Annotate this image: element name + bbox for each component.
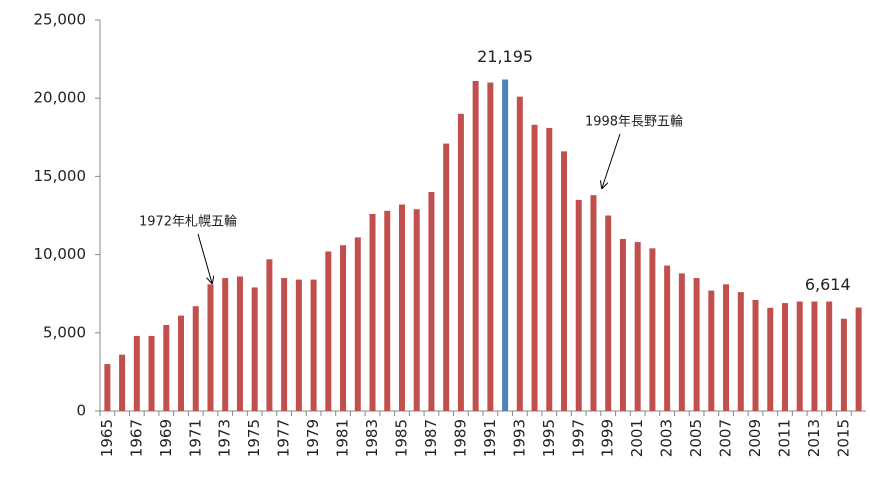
bar bbox=[575, 199, 582, 411]
bar bbox=[605, 215, 612, 411]
bar bbox=[413, 209, 420, 411]
bar bbox=[281, 278, 288, 411]
bar bbox=[222, 278, 229, 411]
bar bbox=[266, 259, 273, 411]
bar bbox=[398, 204, 405, 411]
x-tick-label: 2005 bbox=[687, 419, 705, 457]
x-tick-label: 1989 bbox=[451, 419, 469, 457]
bar bbox=[295, 279, 302, 411]
bar bbox=[163, 324, 170, 411]
x-tick-label: 1985 bbox=[392, 419, 410, 457]
bar bbox=[796, 301, 803, 411]
y-tick-label: 5,000 bbox=[43, 323, 86, 341]
bar bbox=[737, 292, 744, 411]
bar bbox=[443, 143, 450, 411]
bar bbox=[840, 318, 847, 411]
bar bbox=[192, 306, 199, 411]
annotation-arrow bbox=[602, 133, 621, 188]
bar bbox=[619, 238, 626, 411]
bar bbox=[487, 82, 494, 411]
x-tick-label: 1991 bbox=[481, 419, 499, 457]
bar bbox=[811, 301, 818, 411]
bar bbox=[428, 192, 435, 411]
bar bbox=[251, 287, 258, 411]
bar bbox=[207, 284, 214, 411]
x-tick-label: 1967 bbox=[127, 419, 145, 457]
bar bbox=[649, 248, 656, 411]
x-tick-label: 1993 bbox=[510, 419, 528, 457]
x-tick-label: 1995 bbox=[540, 419, 558, 457]
x-tick-label: 2003 bbox=[658, 419, 676, 457]
x-tick-label: 1999 bbox=[599, 419, 617, 457]
x-tick-label: 2013 bbox=[805, 419, 823, 457]
bar bbox=[472, 80, 479, 411]
x-tick-label: 2009 bbox=[746, 419, 764, 457]
x-tick-label: 1971 bbox=[186, 419, 204, 457]
bar bbox=[133, 335, 140, 411]
x-tick-label: 1965 bbox=[98, 419, 116, 457]
value-label: 6,614 bbox=[805, 275, 851, 294]
y-tick-label: 20,000 bbox=[34, 89, 87, 107]
bar bbox=[546, 127, 553, 411]
bar bbox=[236, 276, 243, 411]
bar bbox=[384, 210, 391, 411]
x-tick-label: 1979 bbox=[304, 419, 322, 457]
bar bbox=[767, 307, 774, 411]
bar bbox=[634, 242, 641, 411]
bar bbox=[178, 315, 185, 411]
bar bbox=[325, 251, 332, 411]
x-tick-label: 1987 bbox=[422, 419, 440, 457]
bar bbox=[531, 124, 538, 412]
bar bbox=[502, 79, 509, 412]
x-tick-label: 1983 bbox=[363, 419, 381, 457]
x-tick-label: 1969 bbox=[157, 419, 175, 457]
bar bbox=[708, 290, 715, 411]
bar bbox=[310, 279, 317, 411]
annotation: 1998年長野五輪 bbox=[585, 114, 683, 130]
annotation-arrow bbox=[197, 233, 212, 283]
x-tick-label: 2015 bbox=[834, 419, 852, 457]
bar bbox=[752, 299, 759, 411]
bar bbox=[369, 213, 376, 411]
x-tick-label: 1981 bbox=[334, 419, 352, 457]
x-tick-label: 2011 bbox=[775, 419, 793, 457]
bar bbox=[457, 113, 464, 411]
bar bbox=[561, 151, 568, 411]
bar bbox=[590, 195, 597, 411]
bar bbox=[855, 307, 862, 411]
x-tick-label: 1977 bbox=[275, 419, 293, 457]
bar bbox=[781, 303, 788, 411]
bar bbox=[104, 364, 111, 411]
x-tick-label: 1997 bbox=[569, 419, 587, 457]
bar bbox=[678, 273, 685, 411]
x-tick-label: 2001 bbox=[628, 419, 646, 457]
y-tick-label: 10,000 bbox=[34, 245, 87, 263]
bar bbox=[723, 284, 730, 411]
bar bbox=[340, 245, 347, 411]
y-tick-label: 25,000 bbox=[34, 11, 87, 29]
value-label: 21,195 bbox=[477, 47, 533, 66]
bar bbox=[693, 278, 700, 411]
x-tick-label: 1975 bbox=[245, 419, 263, 457]
bar bbox=[664, 265, 671, 411]
x-tick-label: 2007 bbox=[717, 419, 735, 457]
bar bbox=[119, 354, 126, 411]
y-tick-label: 0 bbox=[76, 402, 86, 420]
x-tick-label: 1973 bbox=[216, 419, 234, 457]
bar bbox=[826, 301, 833, 411]
bar bbox=[516, 96, 523, 412]
bar bbox=[354, 237, 361, 411]
annotation: 1972年札幌五輪 bbox=[139, 214, 237, 230]
y-tick-label: 15,000 bbox=[34, 167, 87, 185]
bar bbox=[148, 335, 155, 411]
